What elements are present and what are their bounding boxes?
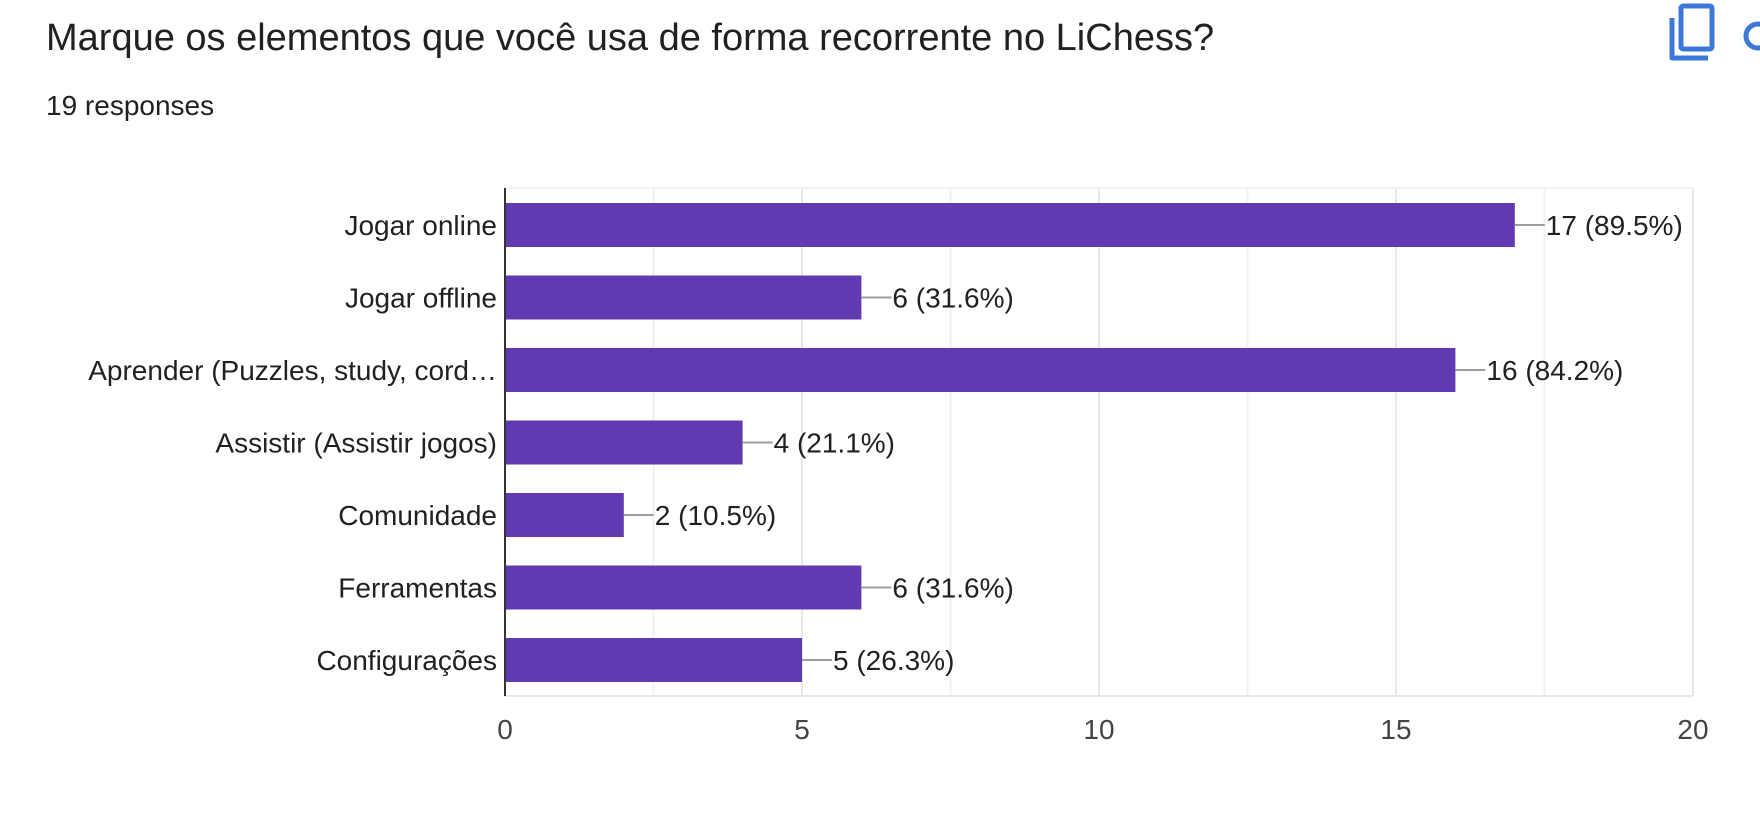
category-label-5: Ferramentas	[338, 573, 497, 604]
category-label-0: Jogar online	[344, 210, 497, 241]
copy-chart-button[interactable]	[1662, 0, 1722, 66]
x-tick-label-2: 10	[1083, 714, 1114, 745]
data-label-3: 4 (21.1%)	[774, 428, 895, 459]
data-label-2: 16 (84.2%)	[1486, 355, 1623, 386]
data-label-4: 2 (10.5%)	[655, 500, 776, 531]
data-label-5: 6 (31.6%)	[892, 573, 1013, 604]
bar-4	[505, 493, 624, 537]
copy-icon	[1669, 3, 1715, 61]
x-tick-label-3: 15	[1380, 714, 1411, 745]
category-label-3: Assistir (Assistir jogos)	[215, 428, 497, 459]
category-label-4: Comunidade	[338, 500, 497, 531]
category-label-6: Configurações	[316, 645, 497, 676]
data-label-0: 17 (89.5%)	[1546, 210, 1683, 241]
category-label-1: Jogar offline	[345, 283, 497, 314]
chart-title: Marque os elementos que você usa de form…	[46, 17, 1215, 59]
x-tick-label-0: 0	[497, 714, 513, 745]
data-label-6: 5 (26.3%)	[833, 645, 954, 676]
more-options-button[interactable]	[1736, 10, 1760, 60]
data-label-1: 6 (31.6%)	[892, 283, 1013, 314]
x-tick-label-1: 5	[794, 714, 810, 745]
response-count: 19 responses	[46, 90, 215, 121]
bar-1	[505, 275, 862, 320]
category-label-2: Aprender (Puzzles, study, cord…	[88, 355, 497, 386]
x-tick-label-4: 20	[1677, 714, 1708, 745]
bar-3	[505, 420, 743, 465]
bar-0	[505, 203, 1515, 247]
bar-5	[505, 565, 862, 610]
bar-6	[505, 638, 802, 682]
bar-2	[505, 348, 1456, 392]
more-options-icon	[1743, 21, 1760, 51]
